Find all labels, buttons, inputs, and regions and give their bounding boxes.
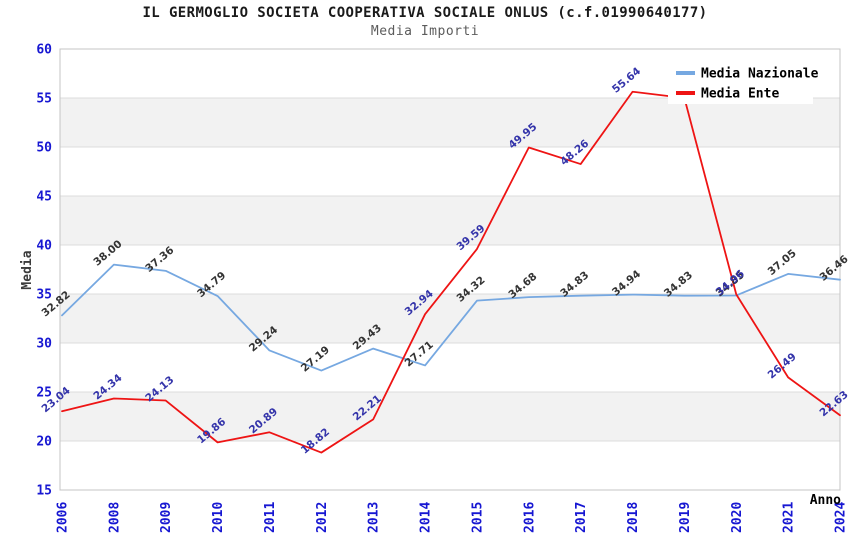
y-axis-tick-label: 30 <box>36 337 52 352</box>
plot-band <box>60 98 840 147</box>
y-axis-tick-label: 25 <box>36 386 52 401</box>
x-axis-tick-label: 2010 <box>211 502 226 533</box>
point-label: 27.19 <box>299 344 332 375</box>
chart-subtitle: Media Importi <box>370 24 480 39</box>
plot-band <box>60 392 840 441</box>
y-axis-tick-label: 55 <box>36 92 52 107</box>
x-axis-tick-label: 2019 <box>678 502 693 533</box>
point-label: 55.64 <box>610 65 643 96</box>
x-axis-tick-label: 2009 <box>159 502 174 533</box>
x-axis-tick-label: 2008 <box>107 502 122 533</box>
series-line-media-ente <box>61 90 841 454</box>
plot-band <box>60 196 840 245</box>
x-axis-tick-label: 2017 <box>574 502 589 533</box>
x-axis-tick-label: 2006 <box>56 502 71 533</box>
x-axis-tick-label: 2016 <box>522 502 537 533</box>
y-axis-tick-label: 45 <box>36 190 52 205</box>
x-axis-tick-label: 2013 <box>367 502 382 533</box>
x-axis-tick-label: 2020 <box>730 502 745 533</box>
y-axis-tick-label: 20 <box>36 435 52 450</box>
y-axis-tick-label: 60 <box>36 43 52 58</box>
x-axis-tick-label: 2018 <box>626 502 641 533</box>
plot-border <box>59 48 841 491</box>
x-axis-tick-label: 2024 <box>834 502 849 533</box>
legend-box <box>668 58 813 104</box>
y-axis-tick-label: 15 <box>36 484 52 499</box>
legend-label-media-nazionale: Media Nazionale <box>701 67 819 82</box>
y-axis-tick-label: 35 <box>36 288 52 303</box>
series-line-media-nazionale <box>61 263 841 372</box>
chart-title: IL GERMOGLIO SOCIETA COOPERATIVA SOCIALE… <box>142 5 708 21</box>
x-axis-title: Anno <box>810 493 841 508</box>
x-axis-tick-label: 2012 <box>315 502 330 533</box>
point-label: 37.05 <box>766 247 799 278</box>
y-axis-tick-label: 50 <box>36 141 52 156</box>
y-axis-title: Media <box>20 250 35 289</box>
point-label: 26.49 <box>766 351 799 382</box>
x-axis-tick-label: 2015 <box>470 502 485 533</box>
legend-label-media-ente: Media Ente <box>701 87 779 102</box>
x-axis-tick-label: 2014 <box>419 502 434 533</box>
y-axis-tick-label: 40 <box>36 239 52 254</box>
x-axis-tick-label: 2011 <box>263 502 278 533</box>
x-axis-tick-label: 2021 <box>782 502 797 533</box>
